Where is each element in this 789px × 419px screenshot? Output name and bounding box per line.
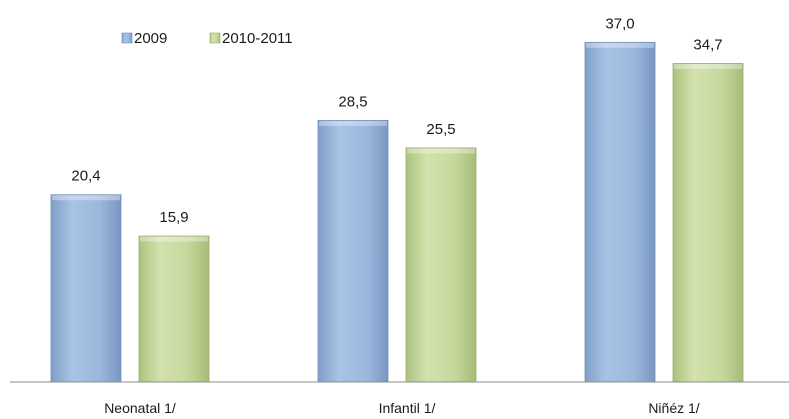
bar-2010-2011-1 <box>405 147 477 383</box>
category-label: Niñéz 1/ <box>648 400 699 416</box>
legend-label: 2009 <box>134 30 167 47</box>
category-label: Infantil 1/ <box>379 400 436 416</box>
legend-label: 2010-2011 <box>222 30 293 47</box>
data-label: 34,7 <box>693 36 722 53</box>
data-label: 28,5 <box>338 93 367 110</box>
bar-highlight <box>674 63 742 69</box>
data-label: 25,5 <box>426 121 455 138</box>
data-label: 20,4 <box>71 168 100 185</box>
bar-highlight <box>52 195 120 201</box>
bar-highlight <box>319 120 387 126</box>
legend: 2009 2010-2011 <box>121 30 293 47</box>
legend-swatch <box>209 32 221 44</box>
bar-2009-1 <box>317 119 389 383</box>
data-label: 37,0 <box>605 15 634 32</box>
bar-2010-2011-2 <box>672 63 744 383</box>
data-label: 15,9 <box>159 209 188 226</box>
bar-highlight <box>586 42 654 48</box>
bar-2009-0 <box>50 194 122 383</box>
category-label: Neonatal 1/ <box>104 400 176 416</box>
bar-2010-2011-0 <box>138 235 210 383</box>
legend-swatch <box>121 32 133 44</box>
bar-2009-2 <box>584 41 656 383</box>
bar-highlight <box>407 148 475 154</box>
bar-highlight <box>140 236 208 242</box>
